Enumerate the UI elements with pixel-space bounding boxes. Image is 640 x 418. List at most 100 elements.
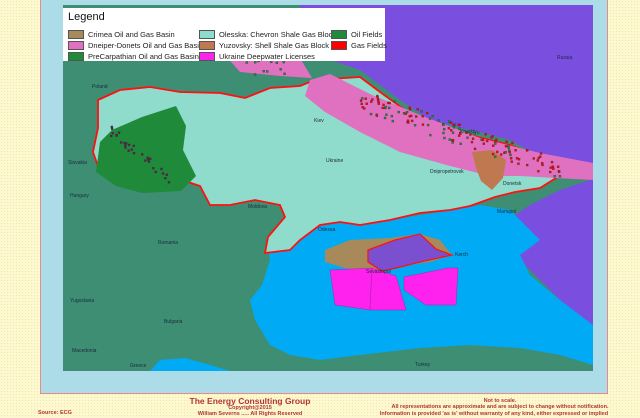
map-labels: Poland Slovakia Hungary Moldova Romania … [68,55,573,369]
field-marker [508,150,511,154]
field-marker [539,152,543,155]
field-marker [385,113,388,116]
field-marker [549,170,552,174]
field-marker [504,145,508,148]
field-marker [556,165,560,168]
label-greece: Greece [130,363,147,369]
field-marker [426,123,430,127]
field-marker [509,153,512,157]
field-marker [410,119,414,123]
field-marker [500,153,503,156]
field-marker [458,127,461,130]
field-marker [517,162,520,165]
field-marker [361,97,364,100]
field-marker [442,123,445,127]
field-marker [388,101,391,105]
field-marker [382,103,385,107]
field-marker [124,146,127,149]
footer-disclaimer-2: Information is provided 'as is' without … [379,411,609,417]
label-odessa: Odessa [318,227,335,233]
field-marker [146,156,149,159]
field-marker [510,160,513,163]
field-marker [505,140,508,143]
label-bulgaria: Bulgaria [164,319,183,325]
field-marker [437,119,440,122]
field-marker [383,116,387,120]
field-marker [415,115,418,118]
field-marker [371,98,374,101]
field-marker [552,167,555,170]
label-yugoslavia: Yugoslavia [70,298,94,304]
field-marker [125,142,128,145]
field-marker [447,120,451,123]
field-marker [409,114,413,118]
field-marker [266,70,269,73]
field-marker [473,132,477,135]
field-marker [457,123,460,126]
field-marker [365,102,368,105]
field-marker [282,60,285,64]
field-marker [537,156,540,160]
legend-item-precarpathian: PreCarpathian Oil and Gas Basin [68,52,199,61]
field-marker [493,155,497,158]
label-turkey: Turkey [415,362,431,368]
footer-company: The Energy Consulting Group [189,396,311,406]
legend: Legend Crimea Oil and Gas Basin Dneiper-… [63,8,387,61]
field-marker [369,112,373,116]
footer-rights: William Severns ..... All Rights Reserve… [197,411,303,417]
field-marker [130,148,133,151]
field-marker [491,152,495,156]
legend-item-dnieper-donets: Dneiper-Donets Oil and Gas Basin [68,41,203,50]
label-kerch: Kerch [455,252,468,258]
field-marker [532,157,535,160]
field-marker [397,110,400,114]
field-marker [283,72,286,76]
field-marker [420,110,423,113]
field-marker [504,151,507,154]
field-marker [164,177,167,180]
field-marker [536,159,539,162]
field-marker [466,136,469,139]
label-sevastopol: Sevastopol [366,269,391,275]
field-marker [245,61,248,64]
field-marker [481,138,485,142]
field-marker [375,114,379,117]
field-marker [443,136,446,140]
field-marker [416,108,419,111]
field-marker [549,166,552,169]
field-marker [110,125,114,129]
field-marker [452,123,455,127]
field-marker [558,175,562,178]
aegean-sea [150,358,230,371]
field-marker [511,141,514,145]
field-marker [388,106,391,110]
field-marker [470,140,474,144]
field-marker [254,61,257,64]
field-marker [132,151,136,155]
legend-item-yuzovsky: Yuzovsky: Shell Shale Gas Block [199,41,329,50]
field-marker [147,160,151,163]
footer-disclaimer-1: All representations are approximate and … [391,404,609,410]
field-marker [442,131,445,135]
field-marker [525,163,529,167]
deepwater-license-3 [403,267,459,306]
field-marker [377,99,380,102]
field-marker [161,172,165,175]
footer-scale-note: Not to scale. [483,398,517,404]
field-marker [457,134,461,137]
label-ukraine: Ukraine [326,158,343,164]
legend-item-deepwater: Ukraine Deepwater Licenses [199,52,315,61]
field-marker [476,131,480,134]
yuzovsky-block [472,150,506,190]
field-marker [270,60,273,64]
field-marker [442,128,446,131]
crimea-peninsula [367,233,455,272]
footer-copyright: Copyright@2015 [228,405,272,411]
field-marker [451,131,455,134]
legend-item-gas-fields: Gas Fields [331,41,387,50]
field-marker [490,136,493,139]
field-marker [149,157,152,160]
field-marker [451,139,455,142]
field-marker [167,181,171,184]
field-marker [110,134,113,138]
